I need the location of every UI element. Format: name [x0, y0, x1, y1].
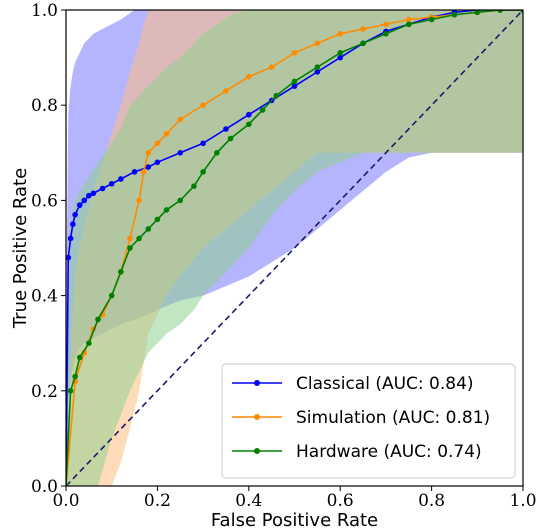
roc-point: [76, 354, 83, 361]
roc-point: [200, 140, 206, 147]
y-tick-label: 0.2: [31, 382, 58, 402]
roc-point: [227, 135, 234, 142]
legend-marker: [254, 414, 260, 420]
roc-point: [70, 221, 76, 227]
roc-point: [191, 183, 197, 189]
roc-point: [200, 102, 206, 108]
roc-point: [118, 269, 124, 275]
roc-point: [145, 164, 152, 170]
legend-marker: [254, 380, 260, 386]
x-axis-label: False Positive Rate: [211, 510, 378, 531]
roc-point: [405, 16, 412, 23]
roc-point: [154, 159, 161, 166]
legend-marker: [254, 448, 260, 454]
legend-label: Classical (AUC: 0.84): [296, 374, 474, 394]
roc-point: [337, 54, 344, 61]
roc-point: [67, 388, 74, 394]
legend-label: Simulation (AUC: 0.81): [296, 408, 490, 428]
roc-point: [246, 73, 252, 80]
roc-point: [246, 121, 252, 128]
roc-point: [428, 16, 435, 23]
y-tick-label: 1.0: [31, 1, 58, 21]
roc-point: [268, 64, 275, 70]
roc-point: [520, 10, 523, 13]
roc-point: [246, 111, 252, 118]
roc-point: [76, 202, 83, 208]
legend-box: [221, 363, 516, 479]
roc-point: [360, 40, 366, 47]
roc-point: [291, 50, 298, 56]
x-tick-label: 0.6: [327, 491, 354, 511]
roc-point: [72, 373, 78, 380]
roc-point: [127, 245, 133, 251]
roc-point: [360, 26, 366, 32]
roc-point: [383, 31, 389, 37]
roc-point: [154, 216, 161, 223]
roc-point: [314, 64, 321, 70]
axis-ticks: 0.0 0.2 0.4 0.6 0.8 1.0 0.0 0.2 0.4 0.6 0.8 1.0: [31, 1, 537, 511]
y-axis-label: True Positive Rate: [10, 168, 31, 329]
roc-point: [214, 150, 220, 156]
roc-point: [145, 150, 152, 156]
roc-point: [66, 483, 69, 486]
roc-point: [314, 40, 321, 47]
roc-point: [223, 88, 229, 94]
x-tick-label: 1.0: [509, 491, 536, 511]
roc-point: [108, 292, 115, 299]
roc-point: [451, 11, 458, 18]
roc-point: [497, 10, 503, 13]
roc-point: [474, 10, 481, 16]
x-tick-label: 0.0: [52, 491, 79, 511]
y-tick-label: 0.8: [31, 96, 58, 116]
roc-point: [223, 126, 229, 132]
roc-point: [67, 235, 74, 242]
y-tick-label: 0.0: [31, 477, 58, 497]
roc-curves: [66, 10, 523, 486]
roc-point: [136, 235, 142, 242]
roc-point: [405, 21, 412, 28]
roc-point: [259, 107, 266, 113]
roc-point: [177, 150, 184, 156]
legend-label: Hardware (AUC: 0.74): [296, 442, 482, 462]
roc-point: [177, 116, 184, 123]
x-tick-label: 0.4: [235, 491, 262, 511]
roc-point: [291, 83, 298, 89]
y-tick-label: 0.6: [31, 191, 58, 211]
roc-point: [95, 316, 101, 323]
roc-point: [118, 176, 124, 182]
roc-point: [131, 169, 138, 175]
roc-point: [291, 78, 298, 85]
roc-point: [163, 207, 170, 213]
legend: Classical (AUC: 0.84) Simulation (AUC: 0.…: [221, 363, 516, 479]
plot-frame: [65, 9, 524, 487]
roc-point: [127, 235, 133, 242]
roc-point: [145, 226, 152, 232]
roc-point: [154, 140, 161, 147]
roc-line-2: [66, 10, 523, 486]
roc-point: [108, 180, 115, 187]
roc-point: [90, 190, 97, 197]
roc-point: [383, 21, 389, 28]
roc-point: [177, 197, 184, 204]
roc-point: [81, 197, 88, 204]
roc-point: [72, 211, 78, 218]
roc-point: [337, 31, 344, 37]
roc-point: [273, 92, 280, 99]
y-tick-label: 0.4: [31, 287, 58, 307]
x-tick-label: 0.8: [418, 491, 445, 511]
roc-point: [86, 340, 92, 347]
roc-point: [86, 192, 92, 199]
roc-point: [140, 169, 147, 175]
roc-point: [314, 69, 321, 75]
roc-point: [163, 130, 170, 137]
x-tick-label: 0.2: [144, 491, 171, 511]
roc-point: [200, 169, 206, 175]
roc-point: [99, 185, 106, 192]
roc-point: [136, 197, 142, 204]
roc-point: [337, 50, 344, 56]
roc-point: [66, 254, 72, 261]
